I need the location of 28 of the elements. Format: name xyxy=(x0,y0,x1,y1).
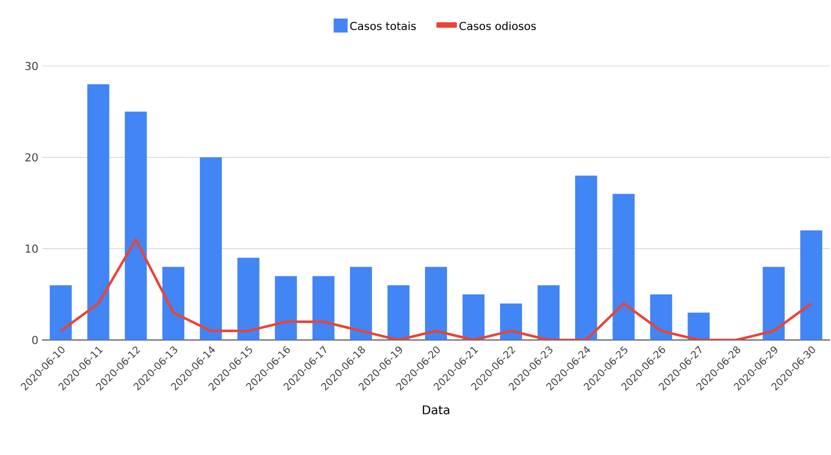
bar xyxy=(50,285,72,340)
bar xyxy=(237,258,260,340)
bar xyxy=(200,157,222,340)
bar xyxy=(538,285,560,340)
bar xyxy=(462,294,485,340)
bar xyxy=(575,176,598,340)
bar xyxy=(612,194,635,340)
bar xyxy=(425,266,448,340)
y-tick-label: 0 xyxy=(32,336,38,344)
bar xyxy=(688,312,710,340)
y-tick-label: 10 xyxy=(26,244,38,253)
bar xyxy=(762,266,785,340)
y-tick-label: 20 xyxy=(25,153,38,162)
bar xyxy=(650,294,672,340)
bar xyxy=(312,276,334,340)
legend-label: Casos totais xyxy=(350,22,416,30)
y-tick-label: 30 xyxy=(25,62,38,70)
legend-label: Casos odiosos xyxy=(459,22,536,30)
bar xyxy=(124,112,147,340)
bar xyxy=(162,266,184,340)
bar xyxy=(350,266,372,340)
bar xyxy=(387,285,410,340)
bar xyxy=(274,276,297,340)
bar xyxy=(800,230,822,340)
bar xyxy=(87,84,110,340)
x-axis-title: Data xyxy=(422,405,450,414)
bar xyxy=(500,303,522,340)
line-series xyxy=(60,238,812,340)
